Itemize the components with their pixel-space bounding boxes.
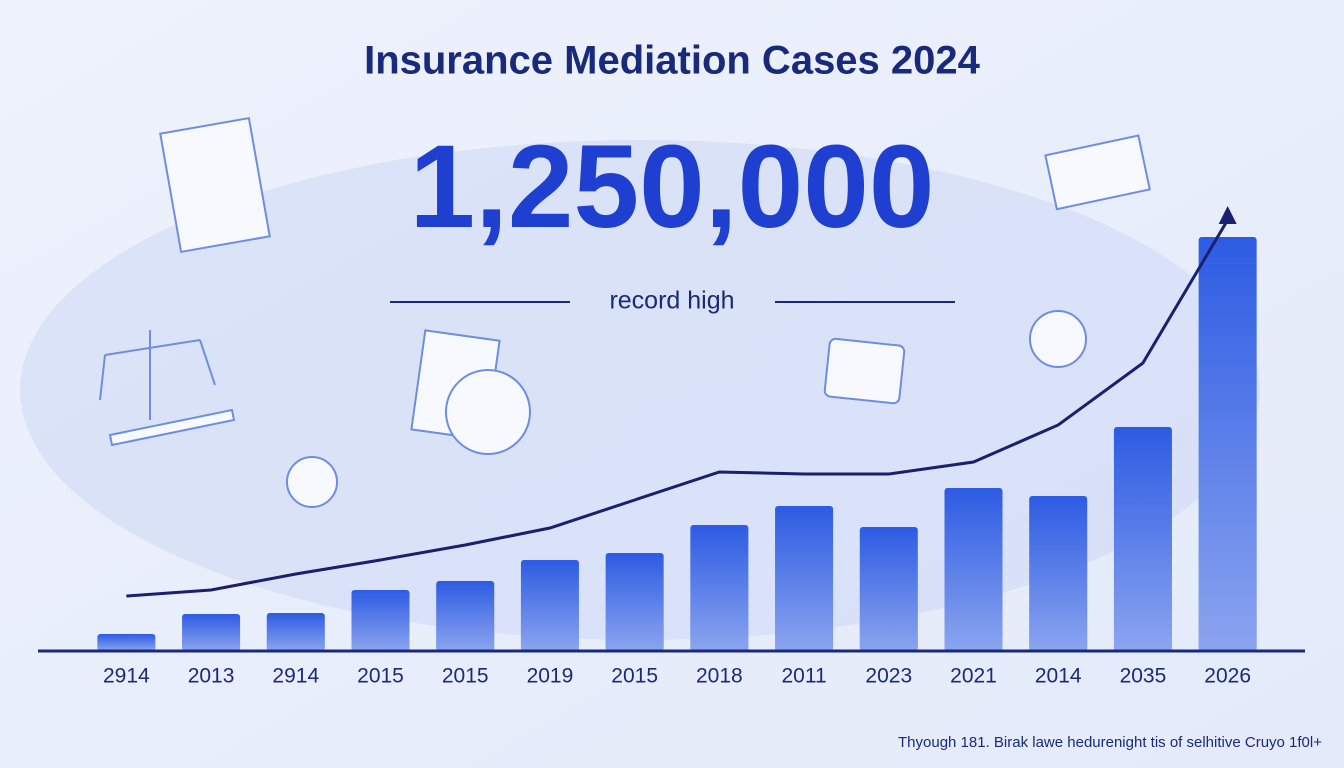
scales-icon [99,330,236,447]
bar-shade [182,614,241,651]
x-tick-label: 2018 [696,665,743,688]
trend-arrowhead [1218,206,1237,224]
chart-title: Insurance Mediation Cases 2024 [364,39,981,83]
document-icon [159,116,271,254]
bar-shade [351,590,410,651]
bar-shade [1029,496,1088,651]
x-tick-label: 2021 [950,665,997,688]
bar-shade [605,553,664,651]
x-tick-label: 2914 [103,665,150,688]
icons [99,116,1151,508]
card-icon [823,337,906,405]
coin-icon [445,369,531,455]
x-tick-label: 2013 [188,665,235,688]
x-tick-label: 2026 [1204,665,1251,688]
x-tick-label: 2019 [527,665,574,688]
x-tick-label: 2023 [865,665,912,688]
bar-shade [775,506,834,651]
bar-shade [266,613,325,651]
clock-icon [286,456,338,508]
card-icon [1044,134,1151,211]
x-tick-label: 2035 [1120,665,1167,688]
footnote: Thyough 181. Birak lawe hedurenight tis … [898,734,1322,751]
clock-icon [1029,310,1087,368]
plot: 2914 2013 2914 2015 2015 2019 2015 2018 2011 2023… [97,206,1257,688]
bar-shade [859,527,918,651]
bar-shade [520,560,579,651]
trend-line [126,219,1229,598]
bar-shade [436,581,495,651]
bar-shade [690,525,749,651]
x-tick-label: 2011 [781,665,826,688]
subheadline: record high [609,287,734,315]
x-tick-label: 2914 [272,665,319,688]
x-tick-label: 2015 [357,665,404,688]
x-tick-label: 2015 [611,665,658,688]
bar-shade [944,488,1003,651]
x-tick-label: 2015 [442,665,489,688]
bar-shade [1198,237,1257,651]
x-tick-label: 2014 [1035,665,1082,688]
headline: 1,250,000 [410,121,935,253]
bar-shade [97,634,156,651]
bar-shade [1113,427,1172,651]
